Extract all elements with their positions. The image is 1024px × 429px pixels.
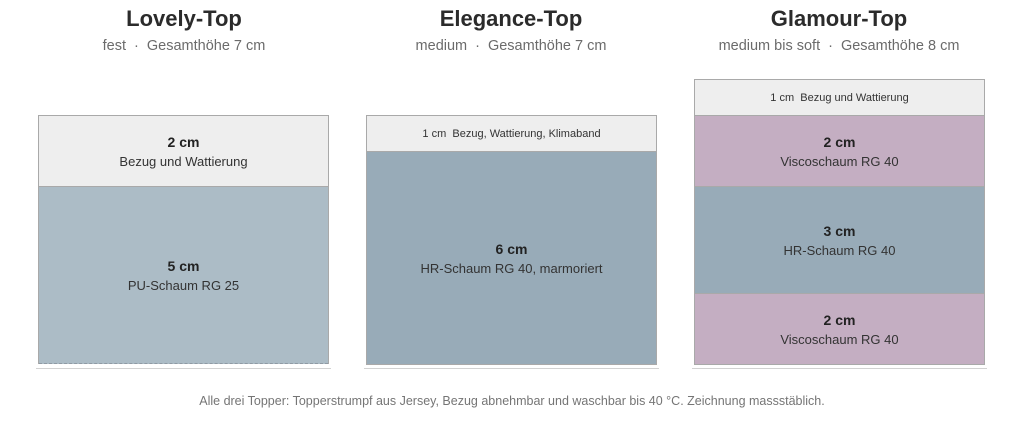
- layer-material: HR-Schaum RG 40: [783, 242, 896, 258]
- layer-thickness: 2 cm: [167, 133, 200, 150]
- layer-hr-core: 3 cm HR-Schaum RG 40: [695, 187, 984, 294]
- layer-thickness: 6 cm: [495, 240, 528, 257]
- layer-thickness: 2 cm: [823, 311, 856, 328]
- layer-thickness: 3 cm: [823, 222, 856, 239]
- footnote: Alle drei Topper: Topperstrumpf aus Jers…: [199, 394, 825, 408]
- layer-material: Bezug und Wattierung: [119, 153, 248, 169]
- layer-material: 1 cm Bezug, Wattierung, Klimaband: [422, 128, 600, 140]
- baseline-line: [364, 368, 659, 369]
- baseline-line: [692, 368, 987, 369]
- topper-stack-elegance: 1 cm Bezug, Wattierung, Klimaband 6 cm H…: [366, 115, 657, 365]
- topper-stack-glamour: 1 cm Bezug und Wattierung 2 cm Viscoscha…: [694, 79, 985, 365]
- topper-title-elegance: Elegance-Top: [439, 6, 583, 31]
- layer-material: HR-Schaum RG 40, marmoriert: [420, 260, 603, 276]
- layer-material-text: Bezug, Wattierung, Klimaband: [452, 127, 601, 140]
- layer-visco-bottom: 2 cm Viscoschaum RG 40: [695, 294, 984, 365]
- layer-cover: 1 cm Bezug, Wattierung, Klimaband: [367, 116, 656, 152]
- separator-dot: ·: [828, 38, 833, 54]
- separator-dot: ·: [134, 38, 139, 54]
- total-height-label: Gesamthöhe 7 cm: [146, 38, 266, 54]
- layer-cover: 1 cm Bezug und Wattierung: [695, 80, 984, 116]
- layer-thickness: 5 cm: [167, 257, 200, 274]
- layer-cover: 2 cm Bezug und Wattierung: [39, 116, 328, 187]
- topper-subtitle-lovely: fest · Gesamthöhe 7 cm: [19, 38, 349, 54]
- firmness-label: fest: [102, 38, 127, 54]
- separator-dot: ·: [475, 38, 480, 54]
- layer-material: PU-Schaum RG 25: [127, 277, 240, 293]
- total-height-label: Gesamthöhe 8 cm: [840, 38, 960, 54]
- topper-subtitle-elegance: medium · Gesamthöhe 7 cm: [346, 38, 676, 54]
- layer-visco-top: 2 cm Viscoschaum RG 40: [695, 116, 984, 187]
- topper-title-lovely: Lovely-Top: [126, 6, 242, 31]
- layer-thickness: 1 cm: [770, 91, 795, 104]
- baseline-line: [36, 368, 331, 369]
- layer-thickness: 2 cm: [823, 133, 856, 150]
- firmness-label: medium bis soft: [718, 38, 821, 54]
- topper-stack-lovely: 2 cm Bezug und Wattierung 5 cm PU-Schaum…: [38, 115, 329, 364]
- firmness-label: medium: [415, 38, 468, 54]
- total-height-label: Gesamthöhe 7 cm: [487, 38, 607, 54]
- topper-title-glamour: Glamour-Top: [770, 6, 908, 31]
- layer-material: Viscoschaum RG 40: [780, 153, 899, 169]
- layer-material: Viscoschaum RG 40: [780, 331, 899, 347]
- layer-material-text: Bezug und Wattierung: [800, 91, 909, 104]
- topper-subtitle-glamour: medium bis soft · Gesamthöhe 8 cm: [674, 38, 1004, 54]
- layer-core: 5 cm PU-Schaum RG 25: [39, 187, 328, 364]
- layer-core: 6 cm HR-Schaum RG 40, marmoriert: [367, 152, 656, 365]
- layer-material: 1 cm Bezug und Wattierung: [770, 92, 908, 104]
- layer-thickness: 1 cm: [422, 127, 447, 140]
